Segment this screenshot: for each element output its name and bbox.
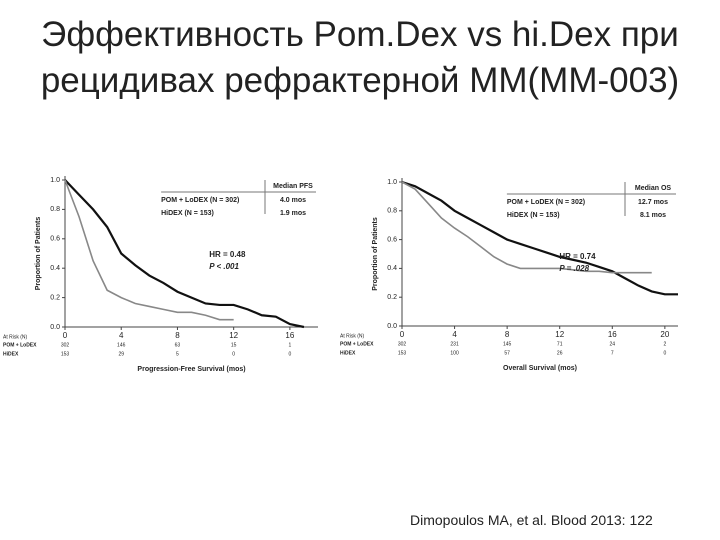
p-value: P < .001: [209, 262, 239, 271]
p-value: P = .028: [559, 264, 589, 273]
at-risk-count: 29: [118, 351, 124, 357]
at-risk-label: At Risk (N): [340, 333, 365, 339]
x-tick-label: 16: [285, 331, 294, 340]
at-risk-count: 302: [61, 342, 70, 348]
at-risk-count: 0: [663, 350, 666, 356]
median-value: 4.0 mos: [280, 197, 306, 204]
x-tick-label: 4: [452, 330, 457, 339]
hazard-ratio: HR = 0.48: [209, 250, 246, 259]
survival-curve: [401, 181, 652, 274]
y-tick-label: 0.8: [387, 208, 397, 215]
x-tick-label: 16: [608, 330, 617, 339]
at-risk-count: 302: [398, 341, 407, 347]
y-tick-label: 1.0: [50, 177, 60, 184]
y-tick-label: 0.2: [50, 294, 60, 301]
at-risk-count: 15: [231, 342, 237, 348]
x-tick-label: 0: [400, 330, 405, 339]
at-risk-count: 57: [504, 350, 510, 356]
table-header: Median OS: [635, 185, 672, 192]
at-risk-count: 153: [61, 351, 70, 357]
y-tick-label: 0.8: [50, 206, 60, 213]
at-risk-count: 5: [176, 351, 179, 357]
y-axis-label: Proportion of Patients: [35, 217, 42, 291]
at-risk-name: HiDEX: [340, 350, 356, 356]
y-tick-label: 0.4: [50, 265, 60, 272]
x-tick-label: 0: [63, 331, 68, 340]
median-value: 8.1 mos: [640, 212, 666, 219]
at-risk-count: 0: [288, 351, 291, 357]
y-tick-label: 0.2: [387, 294, 397, 301]
y-tick-label: 0.6: [387, 236, 397, 243]
at-risk-name: HiDEX: [3, 351, 19, 357]
x-tick-label: 12: [229, 331, 238, 340]
y-axis-label: Proportion of Patients: [372, 217, 379, 291]
median-value: 1.9 mos: [280, 210, 306, 217]
survival-curve: [64, 179, 305, 329]
legend-label: HiDEX (N = 153): [507, 212, 560, 219]
at-risk-count: 153: [398, 350, 407, 356]
x-tick-label: 12: [555, 330, 564, 339]
x-axis-label: Progression-Free Survival (mos): [137, 366, 245, 373]
legend-label: POM + LoDEX (N = 302): [161, 197, 239, 204]
y-tick-label: 0.4: [387, 265, 397, 272]
table-header: Median PFS: [273, 183, 313, 190]
y-tick-label: 0.6: [50, 236, 60, 243]
at-risk-count: 7: [611, 350, 614, 356]
at-risk-label: At Risk (N): [3, 334, 28, 340]
at-risk-count: 231: [450, 341, 459, 347]
at-risk-count: 1: [288, 342, 291, 348]
y-tick-label: 1.0: [387, 179, 397, 186]
legend-label: POM + LoDEX (N = 302): [507, 199, 585, 206]
slide-title: Эффективность Pom.Dex vs hi.Dex при реци…: [40, 15, 680, 100]
legend-label: HiDEX (N = 153): [161, 210, 214, 217]
at-risk-count: 2: [663, 341, 666, 347]
at-risk-name: POM + LoDEX: [340, 341, 374, 347]
at-risk-count: 71: [557, 341, 563, 347]
at-risk-count: 26: [557, 350, 563, 356]
at-risk-count: 146: [117, 342, 126, 348]
x-tick-label: 20: [660, 330, 669, 339]
x-axis-label: Overall Survival (mos): [503, 365, 577, 372]
at-risk-count: 100: [450, 350, 459, 356]
y-tick-label: 0.0: [50, 324, 60, 331]
survival-curve: [401, 180, 678, 296]
citation: Dimopoulos MA, et al. Blood 2013: 122: [410, 512, 653, 528]
at-risk-name: POM + LoDEX: [3, 342, 37, 348]
at-risk-count: 0: [232, 351, 235, 357]
x-tick-label: 4: [119, 331, 124, 340]
x-tick-label: 8: [175, 331, 180, 340]
y-tick-label: 0.0: [387, 323, 397, 330]
survival-curve: [64, 179, 234, 321]
median-value: 12.7 mos: [638, 199, 668, 206]
at-risk-count: 145: [503, 341, 512, 347]
hazard-ratio: HR = 0.74: [559, 252, 596, 261]
x-tick-label: 8: [505, 330, 510, 339]
at-risk-count: 63: [175, 342, 181, 348]
at-risk-count: 24: [610, 341, 616, 347]
